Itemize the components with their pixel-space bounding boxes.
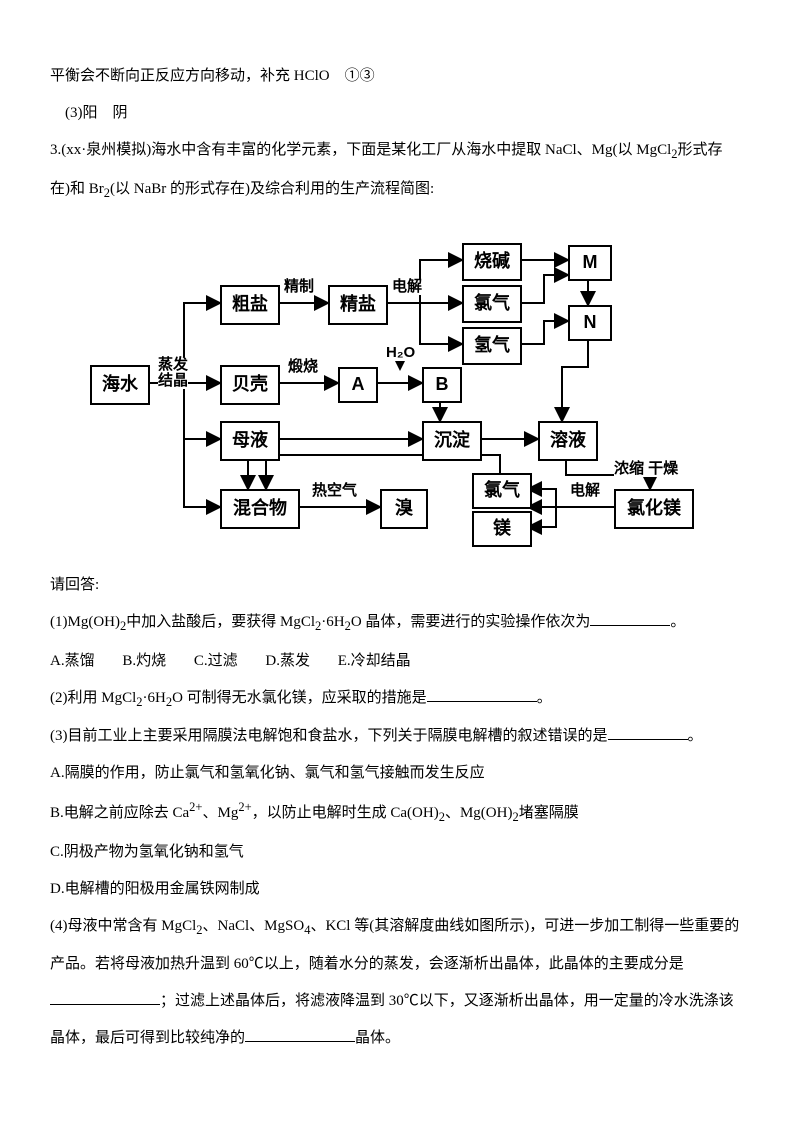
txt: 中加入盐酸后，要获得 MgCl (126, 614, 315, 630)
q3-opt-a: A.隔膜的作用，防止氯气和氢氧化钠、氯气和氢气接触而发生反应 (50, 757, 750, 790)
opt-c: C.过滤 (194, 653, 238, 669)
blank (590, 610, 670, 626)
txt: 在)和 Br (50, 181, 104, 197)
box-br: 溴 (380, 489, 428, 529)
flow-diagram: 海水粗盐精盐烧碱氯气氢气MN贝壳AB母液沉淀溶液氯化镁氯气镁混合物溴蒸发结晶精制… (90, 225, 710, 545)
txt: 、NaCl、MgSO (203, 918, 305, 934)
txt: O 可制得无水氯化镁，应采取的措施是 (172, 690, 427, 706)
label-elec1: 电解 (392, 279, 422, 295)
txt: 晶体，最后可得到比较纯净的 (50, 1030, 245, 1046)
q3-opt-c: C.阴极产物为氢氧化钠和氢气 (50, 836, 750, 869)
q3-stem-1: 3.(xx·泉州模拟)海水中含有丰富的化学元素，下面是某化工厂从海水中提取 Na… (50, 134, 750, 169)
txt: (1)Mg(OH) (50, 614, 120, 630)
box-naoh: 烧碱 (462, 243, 522, 281)
txt: ；过滤上述晶体后，将滤液降温到 30℃以下，又逐渐析出晶体，用一定量的冷水洗涤该 (160, 993, 734, 1009)
box-shell: 贝壳 (220, 365, 280, 405)
box-M: M (568, 245, 612, 281)
box-crude: 粗盐 (220, 285, 280, 325)
label-conc: 浓缩 干燥 (614, 461, 678, 477)
txt: 3.(xx·泉州模拟)海水中含有丰富的化学元素，下面是某化工厂从海水中提取 Na… (50, 142, 671, 158)
label-evap: 蒸发结晶 (158, 357, 188, 389)
opt-e: E.冷却结晶 (338, 653, 411, 669)
txt: 。 (688, 728, 703, 744)
label-h2o: H₂O (386, 345, 415, 361)
txt: ·6H (321, 614, 344, 630)
opt-a: A.蒸馏 (50, 653, 95, 669)
box-cl2_top: 氯气 (462, 285, 522, 323)
q4-l4: 晶体，最后可得到比较纯净的 晶体。 (50, 1022, 750, 1055)
box-cl2_bot: 氯气 (472, 473, 532, 509)
box-A: A (338, 367, 378, 403)
txt: 形式存 (678, 142, 723, 158)
txt: O 晶体，需要进行的实验操作依次为 (351, 614, 591, 630)
txt: 堵塞隔膜 (519, 805, 579, 821)
opt-d: D.蒸发 (265, 653, 310, 669)
box-B: B (422, 367, 462, 403)
txt: 晶体。 (355, 1030, 400, 1046)
box-mg: 镁 (472, 511, 532, 547)
q4-l1: (4)母液中常含有 MgCl2、NaCl、MgSO4、KCl 等(其溶解度曲线如… (50, 910, 750, 945)
box-precip: 沉淀 (422, 421, 482, 461)
box-h2: 氢气 (462, 327, 522, 365)
line-pre1: 平衡会不断向正反应方向移动，补充 HClO ①③ (50, 60, 750, 93)
q2: (2)利用 MgCl2·6H2O 可制得无水氯化镁，应采取的措施是。 (50, 682, 750, 717)
txt: 。 (670, 614, 685, 630)
q3: (3)目前工业上主要采用隔膜法电解饱和食盐水，下列关于隔膜电解槽的叙述错误的是 。 (50, 720, 750, 753)
q4-l2: 产品。若将母液加热升温到 60℃以上，随着水分的蒸发，会逐渐析出晶体，此晶体的主… (50, 948, 750, 981)
box-mgcl2: 氯化镁 (614, 489, 694, 529)
blank (427, 686, 537, 702)
q4-l3: ；过滤上述晶体后，将滤液降温到 30℃以下，又逐渐析出晶体，用一定量的冷水洗涤该 (50, 985, 750, 1018)
blank (245, 1026, 355, 1042)
blank (50, 989, 160, 1005)
label-refine: 精制 (284, 279, 314, 295)
opt-b: B.灼烧 (122, 653, 166, 669)
txt: (3)目前工业上主要采用隔膜法电解饱和食盐水，下列关于隔膜电解槽的叙述错误的是 (50, 728, 608, 744)
box-solution: 溶液 (538, 421, 598, 461)
txt: ·6H (143, 690, 166, 706)
q3-opt-b: B.电解之前应除去 Ca2+、Mg2+，以防止电解时生成 Ca(OH)2、Mg(… (50, 794, 750, 832)
q3-opt-d: D.电解槽的阳极用金属铁网制成 (50, 873, 750, 906)
txt: (以 NaBr 的形式存在)及综合利用的生产流程简图: (110, 181, 434, 197)
txt: ，以防止电解时生成 Ca(OH) (252, 805, 439, 821)
box-N: N (568, 305, 612, 341)
q1-options: A.蒸馏 B.灼烧 C.过滤 D.蒸发 E.冷却结晶 (50, 645, 750, 678)
q-intro: 请回答: (50, 569, 750, 602)
txt: 、Mg (202, 805, 238, 821)
txt: 、Mg(OH) (445, 805, 513, 821)
label-calcine: 煅烧 (288, 359, 318, 375)
txt: 、KCl 等(其溶解度曲线如图所示)，可进一步加工制得一些重要的 (310, 918, 739, 934)
txt: (2)利用 MgCl (50, 690, 136, 706)
box-refined: 精盐 (328, 285, 388, 325)
txt: (4)母液中常含有 MgCl (50, 918, 196, 934)
box-seawater: 海水 (90, 365, 150, 405)
box-mix: 混合物 (220, 489, 300, 529)
q1: (1)Mg(OH)2中加入盐酸后，要获得 MgCl2·6H2O 晶体，需要进行的… (50, 606, 750, 641)
line-pre2: (3)阳 阴 (50, 97, 750, 130)
label-hotair: 热空气 (312, 483, 357, 499)
blank (608, 724, 688, 740)
txt: B.电解之前应除去 Ca (50, 805, 189, 821)
label-elec2: 电解 (570, 483, 600, 499)
q3-stem-2: 在)和 Br2(以 NaBr 的形式存在)及综合利用的生产流程简图: (50, 173, 750, 208)
txt: 。 (537, 690, 552, 706)
box-mother: 母液 (220, 421, 280, 461)
